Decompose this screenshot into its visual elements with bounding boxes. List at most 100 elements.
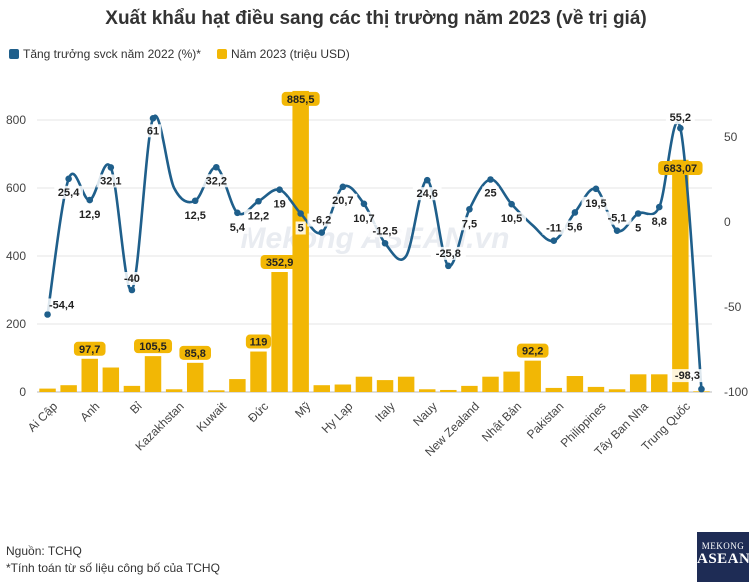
line-label: -6,2	[312, 215, 331, 227]
line-point	[360, 200, 368, 208]
bar-label: 683,07	[664, 163, 698, 175]
line-point	[613, 227, 621, 234]
line-label: -54,4	[49, 299, 75, 311]
bar-label: 119	[250, 337, 268, 349]
bar	[482, 376, 499, 392]
bar-label: 352,9	[266, 257, 294, 269]
bar	[651, 374, 668, 392]
bar	[208, 390, 225, 392]
line-label: 10,5	[501, 213, 522, 225]
line-label: 19	[273, 199, 285, 211]
line-label-bg	[563, 220, 587, 234]
line-label: 25	[484, 188, 496, 200]
line-point	[571, 209, 579, 216]
x-tick-label: Pakistan	[524, 399, 566, 441]
bar-label: 885,5	[287, 94, 315, 106]
line-point	[191, 197, 199, 205]
line-label-bg	[44, 298, 80, 312]
line-point	[677, 124, 684, 132]
x-tick-label: Anh	[77, 399, 102, 424]
line-label: 19,5	[585, 198, 606, 210]
bar	[608, 389, 626, 392]
bar	[60, 385, 77, 392]
line-label: -98,3	[675, 370, 700, 382]
line-label: 12,5	[184, 210, 205, 222]
source-text: Nguồn: TCHQ	[6, 544, 82, 558]
line-label: 12,2	[248, 210, 269, 222]
mekong-asean-logo: MEKONG ASEAN	[697, 532, 750, 582]
bar-label: 92,2	[522, 346, 543, 358]
legend-swatch-value	[216, 49, 227, 59]
bar	[503, 371, 520, 392]
note-text: *Tính toán từ số liệu công bố của TCHQ	[6, 561, 220, 575]
x-tick-label: Kuwait	[194, 399, 230, 435]
bar	[587, 386, 605, 392]
bar	[271, 272, 288, 392]
line-point	[487, 176, 494, 183]
line-label: 10,7	[353, 213, 374, 225]
line-point	[149, 115, 157, 122]
bar	[292, 90, 309, 393]
bar-label-bg	[134, 339, 173, 354]
bar	[461, 385, 478, 392]
legend-item-growth[interactable]: Tăng trưởng svck năm 2022 (%)*	[9, 47, 201, 61]
line-point	[107, 164, 115, 171]
line-point	[592, 185, 600, 193]
legend-item-value[interactable]: Năm 2023 (triệu USD)	[216, 47, 350, 61]
line-label-bg	[430, 246, 466, 260]
line-label: 5,4	[230, 222, 246, 234]
line-label: 5	[298, 223, 304, 235]
line-point	[212, 163, 220, 171]
bar	[672, 159, 689, 392]
x-tick-label: Nauy	[410, 399, 440, 429]
line-label-bg	[602, 211, 632, 225]
bar	[397, 376, 415, 392]
line-label-bg	[665, 111, 695, 125]
logo-line1: MEKONG	[701, 541, 745, 551]
bar-label-bg	[516, 343, 549, 358]
line-label-bg	[581, 196, 611, 210]
chart-title: Xuất khẩu hạt điều sang các thị trường n…	[105, 8, 647, 29]
x-tick-label: Mỹ	[292, 399, 313, 420]
line-label-bg	[180, 208, 210, 222]
line-label: 8,8	[652, 216, 667, 228]
x-tick-label: Ai Cập	[25, 399, 61, 435]
x-tick-label: Đức	[245, 399, 271, 425]
line-point	[339, 183, 347, 191]
line-label-bg	[328, 193, 358, 207]
y-left-tick-label: 400	[6, 249, 26, 263]
line-label-bg	[96, 174, 126, 188]
line-label-bg	[226, 220, 249, 234]
line-point	[86, 196, 94, 204]
bar	[545, 387, 563, 392]
bar-label-bg	[245, 334, 272, 349]
line-point	[276, 186, 283, 193]
line-label-bg	[349, 211, 379, 225]
line-label-bg	[244, 209, 273, 223]
line-label: -5,1	[608, 213, 627, 225]
bar-label-bg	[281, 91, 320, 106]
y-right-tick-label: 50	[724, 130, 738, 144]
line-label: 12,9	[79, 209, 100, 221]
x-tick-label: Italy	[372, 399, 397, 424]
bar	[566, 376, 584, 392]
y-right-tick-label: -100	[724, 385, 748, 399]
line-point	[297, 210, 304, 217]
line-label: 24,6	[417, 188, 438, 200]
line-point	[44, 311, 51, 318]
bar	[524, 360, 541, 392]
legend-label-value: Năm 2023 (triệu USD)	[230, 47, 350, 61]
line-label-bg	[201, 174, 231, 188]
line-point	[550, 237, 558, 244]
line-label: 7,5	[462, 218, 477, 230]
line-label-bg	[482, 186, 499, 200]
bar	[123, 385, 141, 392]
line-point	[508, 200, 515, 208]
line-label: -40	[124, 273, 140, 285]
y-right-tick-label: -50	[724, 300, 742, 314]
line-label: -12,5	[373, 225, 398, 237]
x-tick-label: Hy Lạp	[319, 399, 356, 436]
line-point	[423, 176, 431, 184]
x-tick-label: Nhật Bản	[479, 399, 524, 444]
line-label-bg	[647, 215, 671, 229]
